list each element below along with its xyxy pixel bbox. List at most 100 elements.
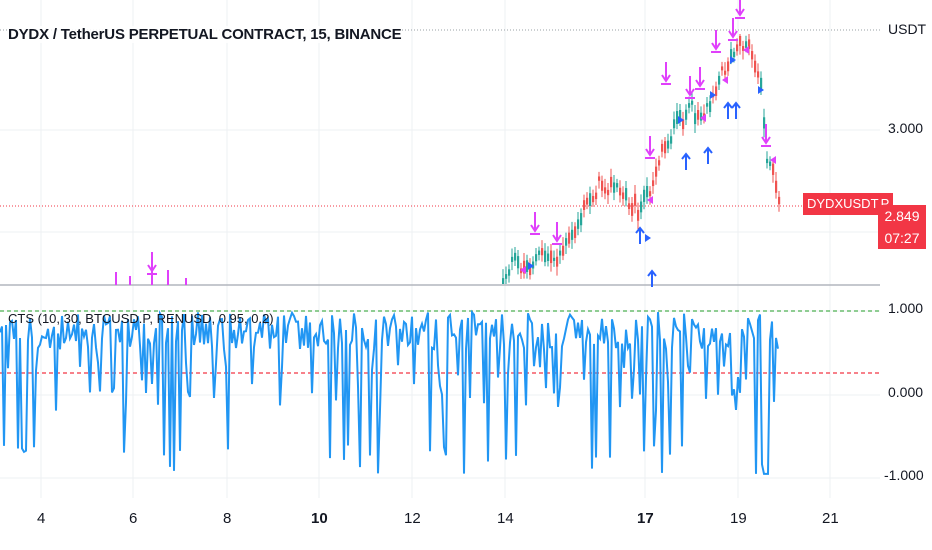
candle-body	[748, 39, 751, 49]
candle-body	[676, 111, 679, 124]
last-price-value: 2.849	[884, 208, 920, 224]
symbol-price-tag: DYDXUSDT.P	[803, 193, 894, 215]
candle-body	[718, 75, 721, 85]
buy-arrow-head	[635, 226, 645, 234]
price-tick-3000: 3.000	[888, 120, 924, 136]
candle-body	[655, 166, 658, 177]
candle-body	[544, 250, 547, 263]
candle-body	[763, 117, 766, 129]
candle-body	[652, 180, 655, 187]
candle-body	[694, 113, 697, 125]
sell-arrow-head	[530, 224, 540, 233]
candle-body	[604, 187, 607, 194]
time-label: 19	[730, 510, 747, 527]
candle-body	[538, 250, 541, 255]
signal-triangle	[770, 156, 776, 164]
candle-body	[628, 203, 631, 210]
sell-arrow-head	[735, 8, 745, 17]
candle-body	[580, 213, 583, 226]
chart-title[interactable]: DYDX / TetherUS PERPETUAL CONTRACT, 15, …	[8, 26, 402, 43]
candle-body	[739, 36, 742, 46]
candle-body	[688, 103, 691, 108]
candle-body	[619, 187, 622, 196]
candle-body	[664, 141, 667, 154]
signal-triangle	[710, 91, 716, 99]
signal-triangle	[678, 116, 684, 124]
candle-body	[772, 163, 775, 175]
candle-body	[637, 209, 640, 221]
candle-body	[517, 256, 520, 269]
signal-triangle	[758, 86, 764, 94]
candle-body	[610, 176, 613, 188]
candle-body	[532, 261, 535, 269]
candle-body	[673, 119, 676, 129]
time-label: 17	[637, 510, 654, 527]
candlestick-series	[115, 34, 781, 285]
candle-body	[592, 195, 595, 203]
candle-body	[754, 60, 757, 73]
grid-lines	[0, 0, 880, 498]
candle-body	[658, 160, 661, 166]
candle-body	[646, 185, 649, 198]
signal-triangle	[645, 234, 651, 242]
candle-body	[556, 256, 559, 267]
cts-oscillator-line	[0, 309, 779, 475]
candle-body	[616, 183, 619, 188]
candle-body	[547, 253, 550, 262]
osc-tick-top: 1.000	[888, 300, 924, 316]
candle-body	[769, 161, 772, 166]
candle-body	[715, 86, 718, 96]
last-price-tag: 2.849 07:27	[878, 205, 926, 249]
candle-body	[736, 44, 739, 52]
candle-body	[622, 192, 625, 199]
osc-tick-mid: 0.000	[888, 384, 924, 400]
signal-triangle	[722, 76, 728, 84]
time-label: 21	[822, 510, 839, 527]
candle-body	[640, 201, 643, 213]
signal-triangle	[647, 196, 653, 204]
candle-body	[625, 188, 628, 201]
candle-body	[667, 140, 670, 149]
time-label: 8	[223, 510, 232, 527]
candle-body	[760, 77, 763, 90]
buy-arrow-head	[703, 146, 713, 154]
sell-arrow-head	[685, 88, 695, 97]
candle-body	[649, 191, 652, 197]
time-label: 12	[404, 510, 421, 527]
candle-body	[562, 245, 565, 256]
bar-countdown: 07:27	[884, 230, 920, 246]
candle-body	[706, 103, 709, 107]
candle-body	[508, 269, 511, 276]
candle-body	[766, 158, 769, 164]
signal-triangle	[700, 114, 706, 122]
candle-body	[568, 232, 571, 244]
buy-arrow-head	[731, 101, 741, 109]
osc-tick-bottom: -1.000	[884, 467, 924, 483]
candle-body	[682, 119, 685, 130]
sell-arrow-head	[147, 264, 157, 273]
candle-body	[601, 180, 604, 191]
sell-arrow-head	[695, 79, 705, 88]
candle-body	[598, 176, 601, 181]
candle-body	[757, 71, 760, 78]
candle-body	[541, 248, 544, 256]
candle-body	[679, 109, 682, 120]
candle-body	[733, 51, 736, 58]
sell-arrow-head	[728, 30, 738, 39]
candle-body	[700, 112, 703, 121]
buy-arrow-head	[681, 152, 691, 160]
candle-body	[685, 109, 688, 120]
time-label: 4	[37, 510, 46, 527]
candle-body	[535, 254, 538, 262]
signal-triangle	[528, 262, 534, 270]
time-label: 10	[311, 510, 328, 527]
indicator-title[interactable]: CTS (10, 30, BTCUSD.P, RENUSD, 0.95, 0.2…	[8, 311, 274, 326]
candle-body	[553, 257, 556, 261]
candle-body	[577, 219, 580, 229]
currency-label: USDT	[888, 21, 927, 37]
candle-body	[778, 196, 781, 205]
candle-body	[670, 136, 673, 144]
candle-body	[775, 180, 778, 193]
signal-triangle	[743, 46, 749, 54]
